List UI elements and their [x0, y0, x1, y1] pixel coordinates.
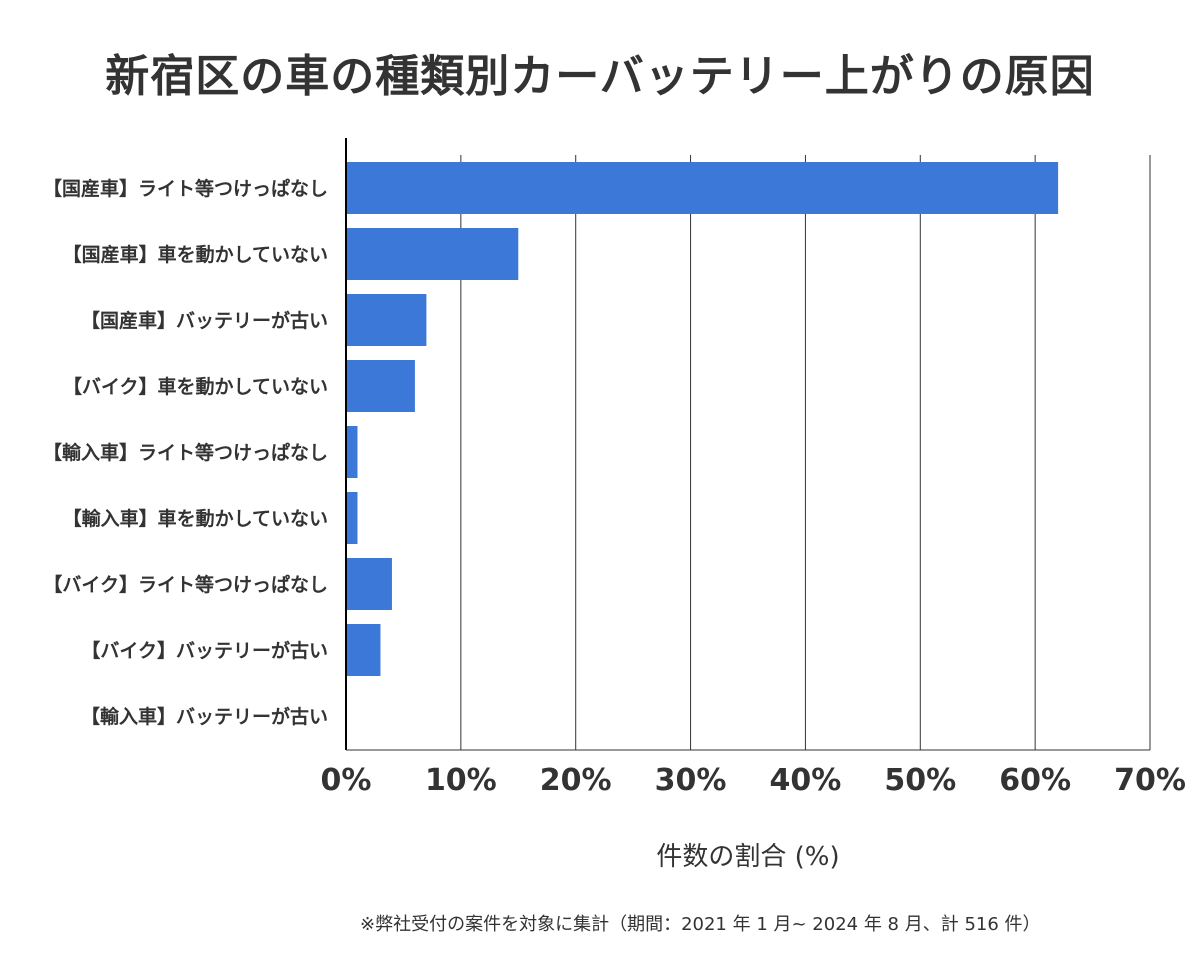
y-category-label: 【バイク】バッテリーが古い — [81, 639, 328, 662]
y-category-label: 【バイク】車を動かしていない — [63, 375, 328, 398]
x-tick-label: 50% — [884, 763, 956, 798]
bar — [346, 426, 358, 478]
x-tick-label: 70% — [1114, 763, 1186, 798]
x-tick-label: 30% — [655, 763, 727, 798]
x-tick-label: 0% — [321, 763, 372, 798]
y-category-label: 【国産車】車を動かしていない — [63, 243, 328, 266]
bar — [346, 294, 427, 346]
y-category-label: 【バイク】ライト等つけっぱなし — [43, 573, 328, 596]
bar — [346, 360, 415, 412]
y-category-label: 【輸入車】車を動かしていない — [63, 507, 328, 530]
y-category-label: 【輸入車】ライト等つけっぱなし — [43, 441, 328, 464]
x-tick-label: 20% — [540, 763, 612, 798]
chart-title: 新宿区の車の種類別カーバッテリー上がりの原因 — [105, 51, 1095, 102]
x-tick-label: 10% — [425, 763, 497, 798]
x-tick-label: 40% — [770, 763, 842, 798]
bar — [346, 624, 381, 676]
bar — [346, 558, 392, 610]
y-category-label: 【国産車】バッテリーが古い — [81, 309, 328, 332]
bar — [346, 228, 519, 280]
footnote: ※弊社受付の案件を対象に集計（期間：2021 年 1 月~ 2024 年 8 月… — [360, 914, 1041, 935]
x-axis-label: 件数の割合 (%) — [656, 842, 840, 872]
bar — [346, 162, 1059, 214]
bar — [346, 492, 358, 544]
y-category-label: 【国産車】ライト等つけっぱなし — [43, 177, 328, 200]
y-category-label: 【輸入車】バッテリーが古い — [81, 705, 328, 728]
x-tick-label: 60% — [999, 763, 1071, 798]
